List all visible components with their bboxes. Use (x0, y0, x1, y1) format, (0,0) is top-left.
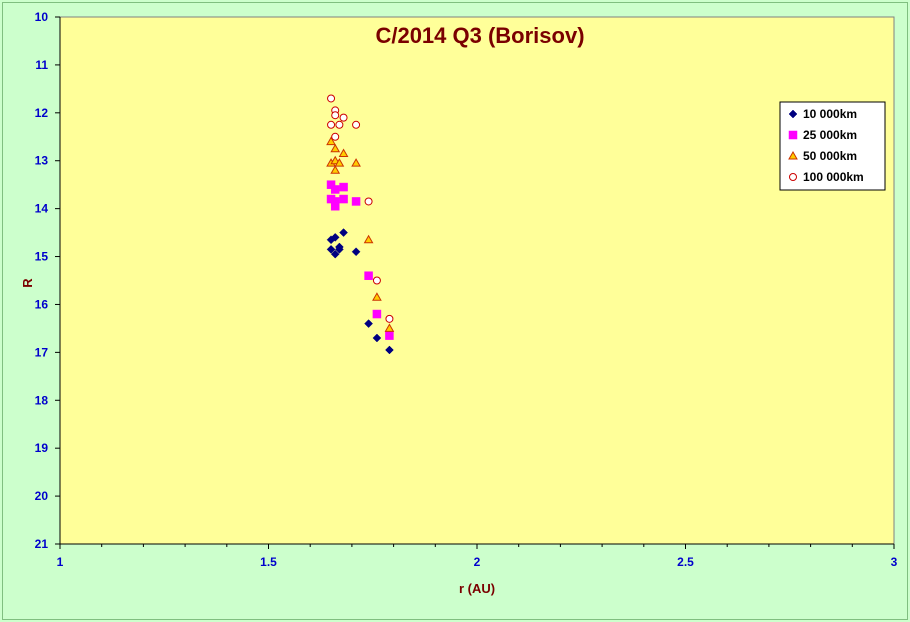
data-point-square (364, 271, 373, 280)
data-point-circle (331, 132, 340, 141)
legend-label: 10 000km (803, 107, 857, 121)
data-markers (326, 94, 395, 355)
data-point-circle (385, 314, 394, 323)
data-point-square (330, 201, 340, 211)
data-point-diamond (335, 245, 344, 254)
data-point-diamond (351, 247, 361, 257)
data-point-circle (327, 94, 336, 103)
y-tick-label: 14 (35, 202, 49, 216)
y-axis-ticks: 10 11 12 13 14 15 16 17 18 19 20 21 (35, 10, 60, 551)
y-tick-label: 16 (35, 297, 49, 311)
plot-area (59, 16, 895, 545)
chart-title: C/2014 Q3 (Borisov) (375, 23, 584, 48)
data-point-triangle (330, 165, 341, 174)
legend-marker-square (788, 130, 798, 140)
data-point-diamond (339, 228, 348, 237)
data-point-triangle (338, 148, 349, 158)
legend-label: 50 000km (803, 149, 857, 163)
data-point-circle (372, 276, 381, 285)
legend-item: 10 000km (788, 107, 857, 121)
y-tick-label: 17 (35, 345, 49, 359)
y-tick-label: 18 (35, 393, 49, 407)
legend-label: 100 000km (803, 170, 864, 184)
series-circle (327, 94, 394, 323)
data-point-diamond (330, 249, 340, 259)
data-point-triangle (334, 158, 345, 167)
data-point-diamond (330, 233, 340, 242)
legend-item: 100 000km (789, 170, 864, 184)
data-point-diamond (372, 333, 382, 343)
data-point-circle (331, 111, 340, 120)
data-point-circle (327, 120, 336, 129)
data-point-circle (352, 120, 361, 129)
data-point-triangle (330, 143, 341, 153)
x-axis-title: r (AU) (459, 581, 495, 596)
data-point-diamond (326, 245, 336, 254)
x-tick-label: 2 (474, 555, 481, 569)
data-point-circle (335, 120, 344, 129)
data-point-triangle (372, 292, 382, 301)
data-point-square (351, 197, 361, 206)
data-point-circle (364, 197, 373, 206)
legend-item: 50 000km (788, 149, 857, 163)
data-point-circle (339, 113, 348, 122)
data-point-diamond (364, 319, 373, 328)
y-tick-label: 13 (35, 154, 49, 168)
y-tick-label: 10 (35, 10, 49, 24)
y-axis-title: R (20, 278, 35, 288)
legend-box (779, 101, 886, 191)
x-tick-label: 1.5 (260, 555, 277, 569)
data-point-triangle (351, 158, 361, 167)
series-triangle (326, 136, 395, 332)
series-diamond (326, 228, 394, 355)
legend-marker-triangle (788, 150, 798, 160)
data-point-square (339, 194, 348, 204)
data-point-triangle (384, 323, 395, 332)
y-tick-label: 19 (35, 441, 49, 455)
data-point-square (339, 182, 348, 192)
data-point-triangle (363, 234, 374, 244)
legend-item: 25 000km (788, 128, 857, 142)
x-tick-label: 2.5 (677, 555, 694, 569)
legend-marker-diamond (788, 109, 798, 119)
y-tick-label: 20 (35, 489, 49, 503)
data-point-square (372, 309, 382, 319)
legend-marker-circle (789, 173, 797, 181)
y-tick-label: 21 (35, 537, 49, 551)
y-tick-label: 12 (35, 106, 49, 120)
legend: 10 000km 25 000km 50 000km 100 000km (779, 101, 886, 191)
legend-label: 25 000km (803, 128, 857, 142)
data-point-diamond (385, 345, 394, 355)
data-point-square (385, 331, 394, 340)
x-tick-label: 1 (57, 555, 64, 569)
y-tick-label: 11 (35, 58, 48, 72)
x-tick-label: 3 (891, 555, 898, 569)
y-tick-label: 15 (35, 250, 49, 264)
data-point-triangle (326, 136, 336, 146)
series-square (326, 180, 394, 340)
data-point-square (330, 185, 340, 194)
x-axis-ticks: 1 1.5 2 2.5 3 (57, 544, 898, 569)
